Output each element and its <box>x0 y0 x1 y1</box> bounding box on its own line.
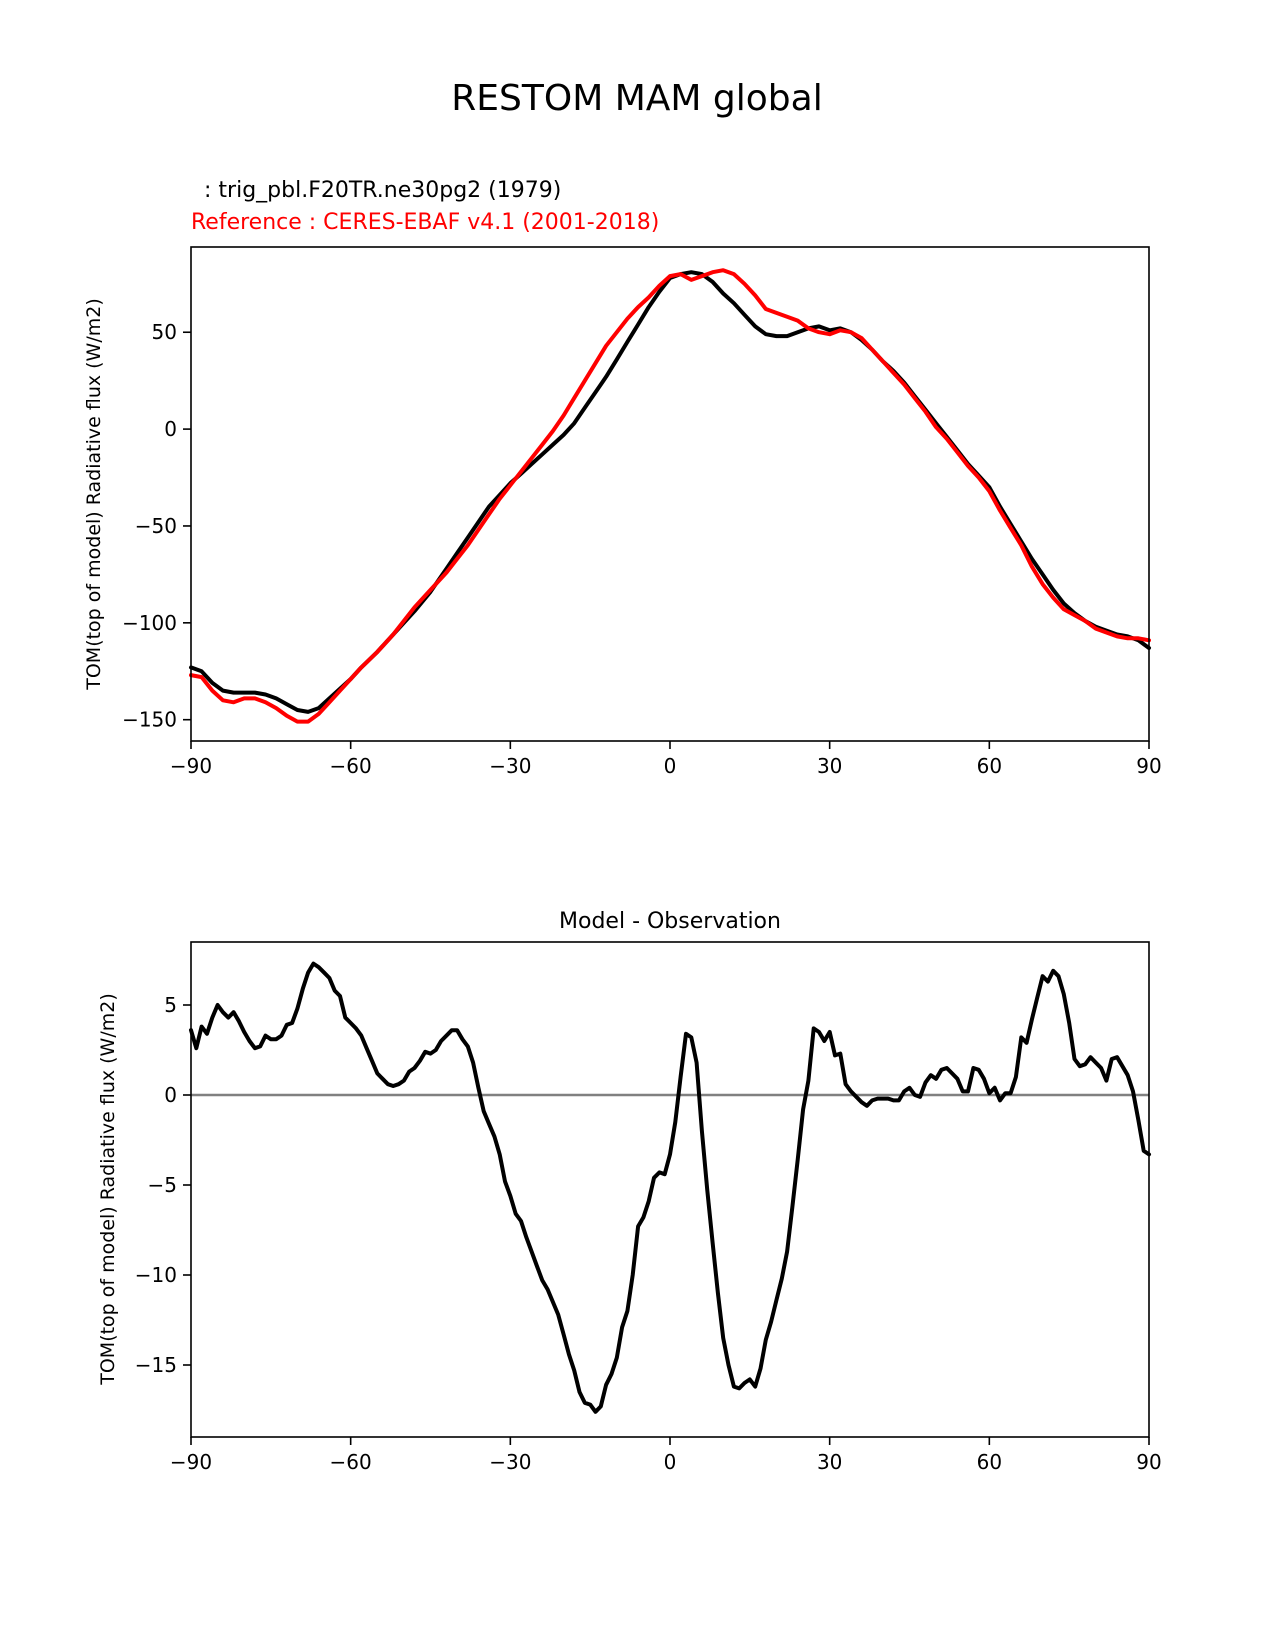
bottom-y-tick-label: −15 <box>135 1353 177 1377</box>
top-y-axis: −150 −100 −50 0 50 <box>122 320 191 732</box>
top-x-tick-label: 30 <box>817 754 842 778</box>
bottom-x-tick-label: −60 <box>330 1450 372 1474</box>
top-x-tick-label: −90 <box>170 754 212 778</box>
top-series-line-0 <box>189 270 1151 714</box>
bottom-x-tick-label: 0 <box>664 1450 677 1474</box>
bottom-x-tick-label: 60 <box>977 1450 1002 1474</box>
bottom-y-axis-label: TOM(top of model) Radiative flux (W/m2) <box>97 993 119 1386</box>
bottom-x-tick-label: −30 <box>489 1450 531 1474</box>
top-series-group <box>189 268 1151 724</box>
bottom-y-tick-label: −5 <box>148 1173 177 1197</box>
top-x-tick-label: 90 <box>1136 754 1161 778</box>
bottom-y-tick-label: 0 <box>164 1083 177 1107</box>
bottom-axes-frame <box>190 941 1150 1438</box>
chart-top-panel: : trig_pbl.F20TR.ne30pg2 (1979) Referenc… <box>83 178 1162 778</box>
bottom-x-tick-label: −90 <box>170 1450 212 1474</box>
bottom-y-tick-label: −10 <box>135 1263 177 1287</box>
bottom-x-tick-label: 90 <box>1136 1450 1161 1474</box>
top-y-tick-label: −50 <box>135 514 177 538</box>
top-series-line-1 <box>189 268 1151 724</box>
bottom-series-group <box>189 961 1151 1414</box>
top-x-tick-label: −60 <box>330 754 372 778</box>
top-axes-frame <box>190 246 1150 742</box>
bottom-x-tick-label: 30 <box>817 1450 842 1474</box>
top-y-axis-label: TOM(top of model) Radiative flux (W/m2) <box>83 298 105 691</box>
top-y-tick-label: 0 <box>164 417 177 441</box>
bottom-series-line-0 <box>189 961 1151 1414</box>
bottom-y-axis: −15 −10 −5 0 5 <box>135 993 191 1377</box>
difference-title: Model - Observation <box>559 909 781 934</box>
top-x-axis: −90 −60 −30 0 30 60 90 <box>170 741 1162 778</box>
bottom-y-tick-label: 5 <box>164 993 177 1017</box>
top-y-tick-label: −100 <box>122 611 177 635</box>
top-x-tick-label: −30 <box>489 754 531 778</box>
top-y-tick-label: 50 <box>152 320 177 344</box>
reference-label: Reference : CERES-EBAF v4.1 (2001-2018) <box>191 210 659 235</box>
top-x-tick-label: 0 <box>664 754 677 778</box>
test-run-label: : trig_pbl.F20TR.ne30pg2 (1979) <box>204 178 561 203</box>
bottom-x-axis: −90 −60 −30 0 30 60 90 <box>170 1437 1162 1474</box>
top-x-tick-label: 60 <box>977 754 1002 778</box>
figure-title: RESTOM MAM global <box>451 78 822 119</box>
chart-bottom-panel: Model - Observation −90 −60 −30 0 30 60 90 −15… <box>97 909 1162 1474</box>
top-y-tick-label: −150 <box>122 708 177 732</box>
